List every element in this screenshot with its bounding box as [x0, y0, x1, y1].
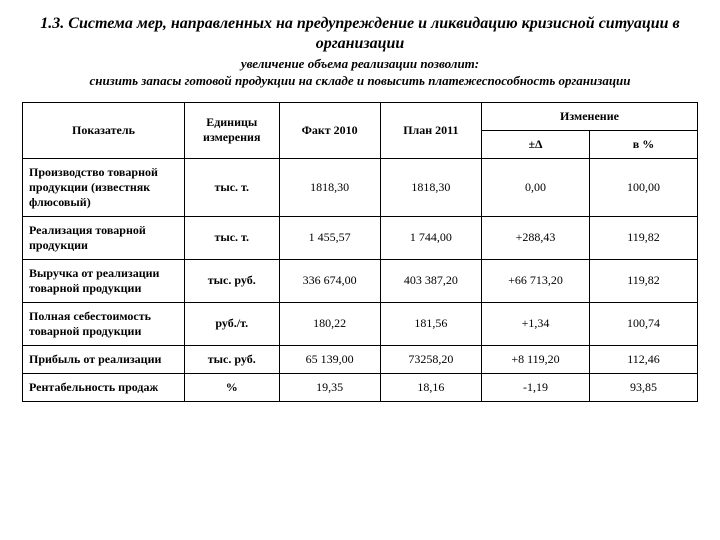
cell-plan: 73258,20	[380, 345, 481, 373]
cell-delta: +66 713,20	[482, 259, 590, 302]
table-header-row-1: Показатель Единицы измерения Факт 2010 П…	[23, 102, 698, 130]
cell-unit: %	[185, 373, 280, 401]
cell-label: Прибыль от реализации	[23, 345, 185, 373]
subtitle-line1: увеличение объема реализации позволит:	[241, 56, 479, 71]
cell-pct: 100,74	[590, 302, 698, 345]
cell-label: Выручка от реализации товарной продукции	[23, 259, 185, 302]
cell-fact: 336 674,00	[279, 259, 380, 302]
cell-pct: 93,85	[590, 373, 698, 401]
cell-delta: +1,34	[482, 302, 590, 345]
cell-plan: 181,56	[380, 302, 481, 345]
cell-pct: 100,00	[590, 158, 698, 216]
cell-delta: -1,19	[482, 373, 590, 401]
cell-delta: 0,00	[482, 158, 590, 216]
table-row: Прибыль от реализации тыс. руб. 65 139,0…	[23, 345, 698, 373]
cell-unit: руб./т.	[185, 302, 280, 345]
cell-delta: +8 119,20	[482, 345, 590, 373]
cell-pct: 119,82	[590, 259, 698, 302]
cell-label: Производство товарной продукции (известн…	[23, 158, 185, 216]
cell-plan: 403 387,20	[380, 259, 481, 302]
cell-plan: 1818,30	[380, 158, 481, 216]
col-indicator: Показатель	[23, 102, 185, 158]
cell-pct: 112,46	[590, 345, 698, 373]
cell-fact: 1 455,57	[279, 216, 380, 259]
col-delta: ±Δ	[482, 130, 590, 158]
cell-fact: 1818,30	[279, 158, 380, 216]
cell-plan: 1 744,00	[380, 216, 481, 259]
indicators-table: Показатель Единицы измерения Факт 2010 П…	[22, 102, 698, 402]
table-row: Реализация товарной продукции тыс. т. 1 …	[23, 216, 698, 259]
cell-fact: 180,22	[279, 302, 380, 345]
col-unit: Единицы измерения	[185, 102, 280, 158]
col-plan: План 2011	[380, 102, 481, 158]
cell-label: Реализация товарной продукции	[23, 216, 185, 259]
cell-fact: 19,35	[279, 373, 380, 401]
section-subtitle: увеличение объема реализации позволит: с…	[22, 56, 698, 90]
page-container: 1.3. Система мер, направленных на предуп…	[0, 0, 720, 416]
col-pct: в %	[590, 130, 698, 158]
cell-fact: 65 139,00	[279, 345, 380, 373]
table-row: Выручка от реализации товарной продукции…	[23, 259, 698, 302]
cell-unit: тыс. т.	[185, 216, 280, 259]
subtitle-line2: снизить запасы готовой продукции на скла…	[89, 73, 630, 88]
col-fact: Факт 2010	[279, 102, 380, 158]
section-title: 1.3. Система мер, направленных на предуп…	[22, 14, 698, 54]
cell-unit: тыс. руб.	[185, 345, 280, 373]
table-row: Рентабельность продаж % 19,35 18,16 -1,1…	[23, 373, 698, 401]
table-row: Производство товарной продукции (известн…	[23, 158, 698, 216]
cell-unit: тыс. руб.	[185, 259, 280, 302]
cell-unit: тыс. т.	[185, 158, 280, 216]
cell-delta: +288,43	[482, 216, 590, 259]
table-row: Полная себестоимость товарной продукции …	[23, 302, 698, 345]
cell-plan: 18,16	[380, 373, 481, 401]
col-change: Изменение	[482, 102, 698, 130]
cell-label: Полная себестоимость товарной продукции	[23, 302, 185, 345]
cell-pct: 119,82	[590, 216, 698, 259]
cell-label: Рентабельность продаж	[23, 373, 185, 401]
